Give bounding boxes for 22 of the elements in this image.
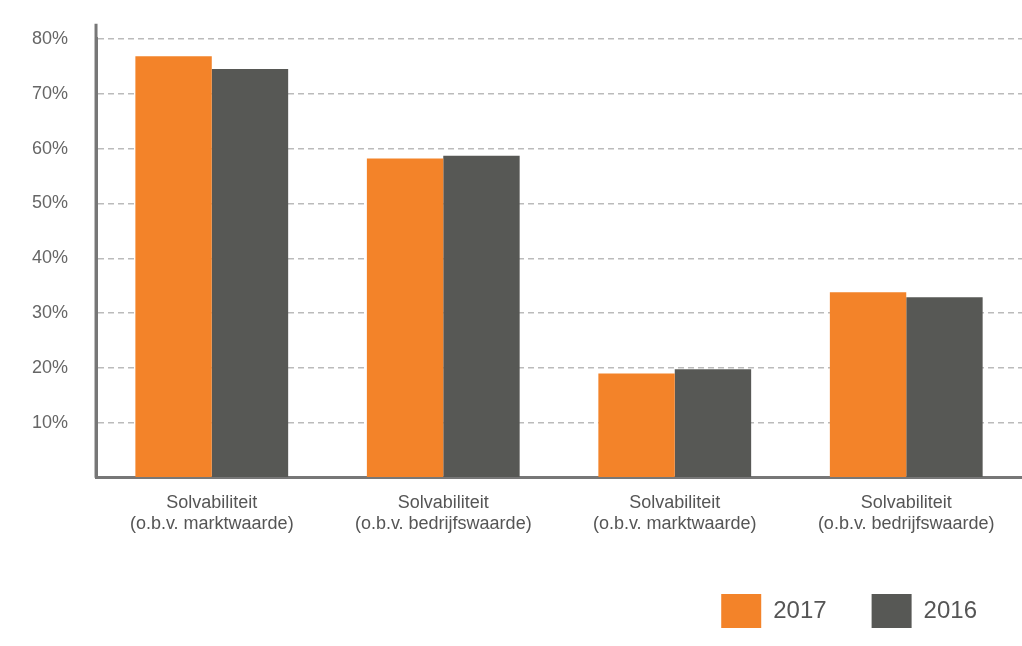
bar	[135, 56, 212, 478]
y-tick-label: 70%	[32, 82, 69, 103]
bar	[211, 68, 289, 478]
bar	[598, 373, 675, 478]
bar	[443, 155, 520, 478]
y-tick-label: 40%	[32, 247, 69, 268]
legend-label: 2017	[773, 595, 827, 623]
bar	[829, 292, 907, 478]
legend-label: 2016	[923, 595, 977, 623]
y-tick-label: 20%	[32, 357, 69, 378]
bar	[366, 158, 444, 478]
x-tick-label: Solvabiliteit (o.b.v. marktwaarde)	[592, 491, 757, 534]
x-tick-label: Solvabiliteit (o.b.v. bedrijfswaarde)	[817, 491, 995, 534]
bar	[906, 297, 983, 478]
y-tick-label: 30%	[32, 302, 69, 323]
bar	[674, 369, 752, 478]
y-tick-label: 50%	[32, 192, 69, 213]
y-tick-label: 60%	[32, 137, 69, 158]
x-tick-label: Solvabiliteit (o.b.v. bedrijfswaarde)	[354, 491, 532, 534]
y-tick-label: 10%	[32, 411, 69, 432]
y-tick-label: 80%	[32, 27, 69, 48]
x-tick-label: Solvabiliteit (o.b.v. marktwaarde)	[129, 491, 294, 534]
